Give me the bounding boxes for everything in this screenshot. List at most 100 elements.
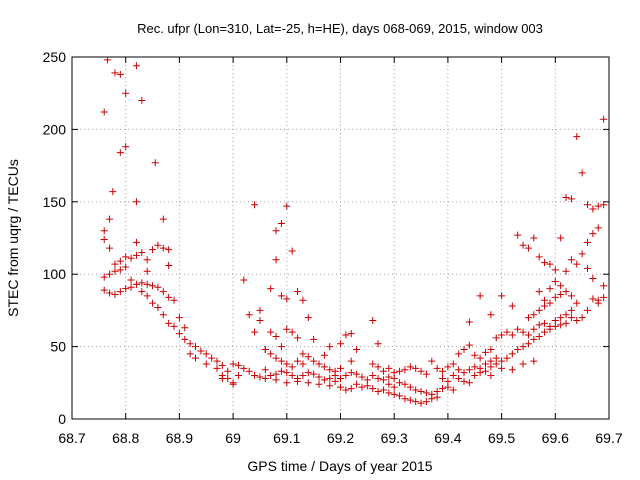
data-point-plus (573, 299, 581, 307)
data-point-plus (455, 374, 463, 382)
data-point-plus (498, 331, 506, 339)
data-point-plus (444, 363, 452, 371)
data-point-plus (465, 366, 473, 374)
data-point-plus (299, 296, 307, 304)
data-point-plus (530, 311, 538, 319)
data-point-plus (143, 267, 151, 275)
x-tick-labels: 68.7 68.8 68.9 69 69.1 69.2 69.3 69.4 69.5 69.6 69… (58, 430, 622, 446)
data-point-plus (304, 314, 312, 322)
data-point-plus (519, 328, 527, 336)
data-point-plus (132, 198, 140, 206)
data-point-plus (535, 288, 543, 296)
data-point-plus (159, 244, 167, 252)
data-point-plus (154, 283, 162, 291)
data-point-plus (514, 231, 522, 239)
data-point-plus (267, 285, 275, 293)
data-point-plus (288, 363, 296, 371)
data-point-plus (106, 270, 114, 278)
data-point-plus (138, 248, 146, 256)
data-point-plus (562, 311, 570, 319)
data-point-plus (369, 317, 377, 325)
data-point-plus (557, 234, 565, 242)
data-point-plus (127, 283, 135, 291)
data-point-plus (181, 335, 189, 343)
data-point-plus (578, 250, 586, 258)
data-point-plus (245, 367, 253, 375)
data-point-plus (535, 306, 543, 314)
data-point-plus (106, 215, 114, 223)
x-tick-label: 69.1 (273, 430, 300, 446)
data-point-plus (170, 322, 178, 330)
data-point-plus (551, 266, 559, 274)
data-point-plus (417, 387, 425, 395)
data-point-plus (379, 376, 387, 384)
data-point-plus (272, 354, 280, 362)
data-point-plus (272, 227, 280, 235)
data-point-plus (584, 306, 592, 314)
data-point-plus (353, 380, 361, 388)
data-point-plus (267, 328, 275, 336)
data-point-plus (277, 343, 285, 351)
data-point-plus (562, 319, 570, 327)
data-point-plus (385, 373, 393, 381)
y-axis-label: STEC from uqrg / TECUs (5, 159, 21, 317)
data-point-plus (288, 247, 296, 255)
data-point-plus (165, 262, 173, 270)
data-point-plus (589, 230, 597, 238)
data-point-plus (401, 366, 409, 374)
data-point-plus (326, 366, 334, 374)
data-point-plus (165, 293, 173, 301)
data-point-plus (202, 360, 210, 368)
data-point-plus (138, 279, 146, 287)
data-point-plus (256, 317, 264, 325)
data-point-plus (546, 285, 554, 293)
x-tick-label: 69.3 (381, 430, 408, 446)
data-point-plus (546, 299, 554, 307)
y-tick-label: 250 (43, 49, 67, 65)
data-point-plus (347, 330, 355, 338)
data-point-plus (213, 364, 221, 372)
data-point-plus (342, 386, 350, 394)
data-point-plus (132, 62, 140, 70)
data-point-plus (272, 376, 280, 384)
data-point-plus (471, 363, 479, 371)
data-point-plus (396, 367, 404, 375)
y-tick-labels: 0 50 100 150 200 250 (43, 49, 67, 427)
data-point-plus (514, 345, 522, 353)
data-point-plus (487, 363, 495, 371)
data-point-plus (277, 367, 285, 375)
data-point-plus (412, 364, 420, 372)
data-point-plus (487, 345, 495, 353)
data-point-plus (192, 354, 200, 362)
data-point-plus (208, 354, 216, 362)
data-point-plus (240, 364, 248, 372)
data-point-plus (541, 319, 549, 327)
data-point-plus (122, 89, 130, 97)
data-point-plus (551, 322, 559, 330)
data-point-plus (337, 340, 344, 348)
data-point-plus (353, 345, 361, 353)
data-point-plus (519, 343, 527, 351)
data-point-plus (315, 360, 323, 368)
data-point-plus (267, 372, 275, 380)
data-point-plus (337, 374, 344, 382)
data-point-plus (326, 374, 334, 382)
data-point-plus (406, 396, 414, 404)
data-point-plus (132, 251, 140, 259)
data-point-plus (106, 289, 114, 297)
data-point-plus (498, 364, 506, 372)
data-point-plus (342, 331, 350, 339)
data-point-plus (149, 246, 157, 254)
data-point-plus (363, 382, 371, 390)
data-point-plus (449, 372, 457, 380)
data-point-plus (326, 382, 334, 390)
data-point-plus (584, 238, 592, 246)
data-point-plus (492, 360, 500, 368)
data-point-plus (594, 299, 602, 307)
data-point-plus (331, 377, 339, 385)
data-point-plus (573, 260, 581, 268)
data-point-plus (385, 389, 393, 397)
data-point-plus (390, 374, 398, 382)
data-point-plus (111, 69, 119, 77)
data-point-plus (181, 324, 189, 332)
